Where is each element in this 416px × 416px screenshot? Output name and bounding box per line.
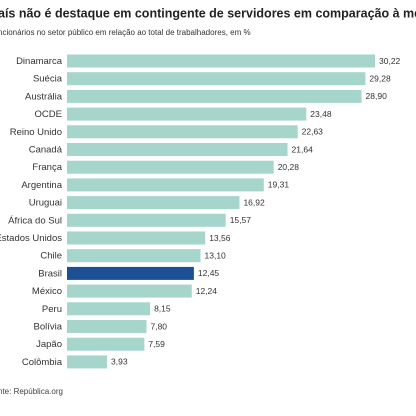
bar (67, 125, 298, 139)
value-label: 29,28 (369, 73, 391, 83)
chart-subtitle: ncionários no setor público em relação a… (0, 28, 251, 37)
value-label: 23,48 (310, 109, 332, 119)
category-label: OCDE (35, 109, 62, 120)
category-label: Brasil (38, 268, 62, 279)
value-label: 22,63 (302, 127, 324, 137)
value-label: 7,80 (150, 321, 167, 331)
bar (67, 355, 108, 369)
value-label: 28,90 (366, 91, 388, 101)
value-label: 30,22 (379, 56, 401, 66)
category-label: México (32, 286, 62, 297)
category-label: Argentina (21, 180, 62, 191)
bar (67, 178, 264, 192)
bar (67, 196, 240, 210)
category-label: Colômbia (22, 357, 63, 368)
category-label: Peru (42, 304, 62, 315)
category-label: Japão (36, 339, 62, 350)
category-label: Austrália (25, 91, 63, 102)
value-label: 12,45 (198, 268, 220, 278)
category-label: Suécia (33, 74, 63, 85)
bar (67, 231, 206, 245)
category-label: Uruguai (29, 198, 62, 209)
category-label: África do Sul (8, 215, 62, 226)
bar (67, 143, 288, 156)
value-label: 19,31 (268, 180, 290, 190)
value-label: 13,10 (205, 250, 227, 260)
value-label: 15,57 (230, 215, 252, 225)
bar (67, 160, 274, 174)
bar (67, 213, 226, 227)
bar (67, 249, 201, 263)
category-label: Canadá (29, 145, 63, 156)
bar (67, 284, 192, 298)
bar (67, 54, 375, 68)
value-label: 12,24 (196, 286, 218, 296)
value-label: 16,92 (243, 197, 265, 207)
value-label: 8,15 (154, 304, 171, 314)
bar (67, 107, 307, 121)
bar (67, 266, 194, 280)
bar (67, 72, 366, 86)
category-label: Dinamarca (16, 56, 63, 67)
bar (67, 302, 151, 316)
category-label: Reino Unido (10, 127, 62, 138)
value-label: 20,28 (278, 162, 300, 172)
value-label: 21,64 (292, 144, 314, 154)
category-label: Estados Unidos (0, 233, 62, 244)
bar (67, 89, 362, 103)
category-label: Chile (40, 251, 62, 262)
bar (67, 320, 147, 333)
category-label: França (32, 162, 62, 173)
chart-title: aís não é destaque em contingente de ser… (0, 6, 416, 20)
value-label: 3,93 (111, 357, 128, 367)
value-label: 7,59 (148, 339, 165, 349)
value-label: 13,56 (209, 233, 231, 243)
source: nte: República.org (0, 387, 63, 396)
category-label: Bolívia (33, 322, 62, 333)
bar (67, 337, 145, 351)
